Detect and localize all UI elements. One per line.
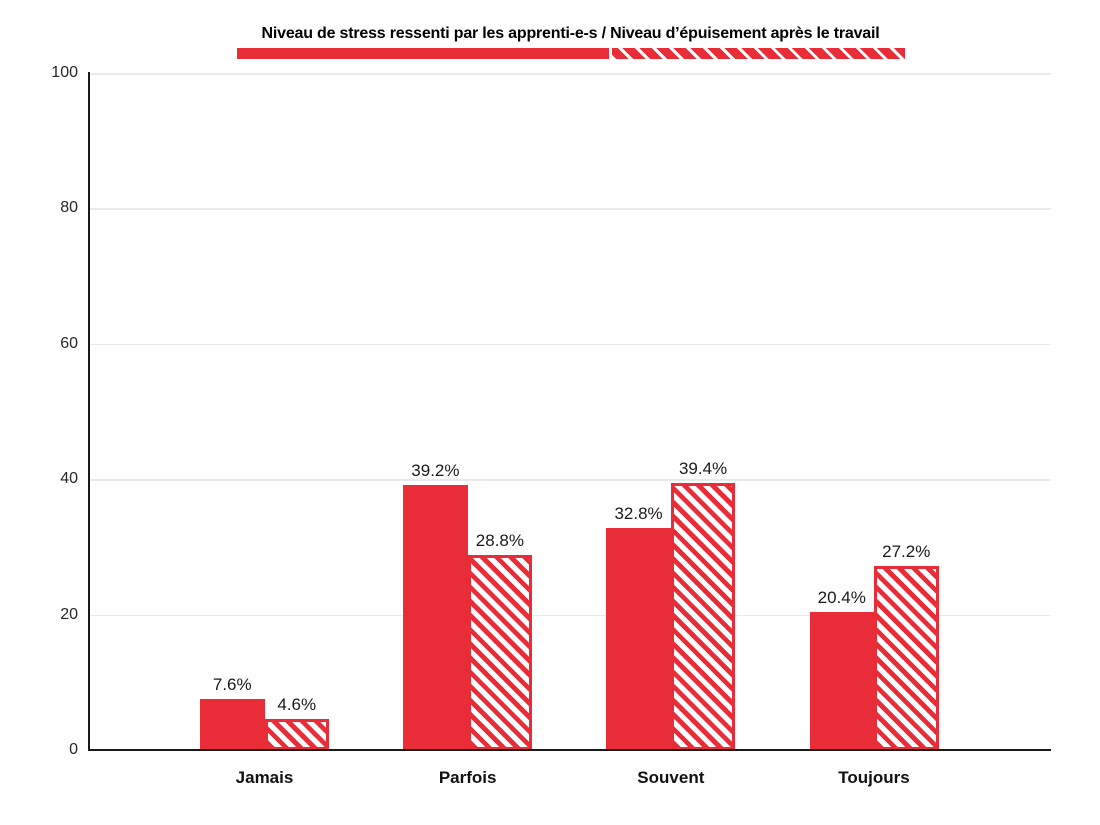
bar-solid-souvent <box>606 527 671 750</box>
y-tick-label-100: 100 <box>51 64 78 81</box>
chart-title: Niveau de stress ressenti par les appren… <box>261 25 880 42</box>
bar-value-label-hatched-toujours: 27.2% <box>882 541 931 561</box>
legend-swatch-hatched-series <box>612 48 905 59</box>
bar-hatched-jamais <box>264 718 329 750</box>
bar-hatched-toujours <box>874 565 939 750</box>
gridline-40 <box>88 479 1051 481</box>
bar-hatched-parfois <box>467 555 533 750</box>
bar-value-label-solid-souvent: 32.8% <box>614 503 663 523</box>
y-tick-label-0: 0 <box>69 741 78 758</box>
bar-value-label-hatched-jamais: 4.6% <box>277 694 317 714</box>
gridline-20 <box>88 614 1051 617</box>
legend-swatch-solid-series <box>237 48 609 59</box>
x-tick-label-jamais: Jamais <box>235 768 294 787</box>
gridline-80 <box>88 208 1051 210</box>
x-tick-label-souvent: Souvent <box>637 768 705 787</box>
bar-solid-toujours <box>809 611 874 750</box>
bar-value-label-solid-toujours: 20.4% <box>817 587 866 607</box>
bar-value-label-solid-parfois: 39.2% <box>411 460 460 480</box>
gridline-100 <box>88 73 1051 75</box>
x-tick-label-parfois: Parfois <box>438 768 497 787</box>
x-axis <box>88 749 1051 751</box>
gridline-60 <box>88 343 1051 346</box>
y-tick-label-40: 40 <box>60 470 78 488</box>
y-tick-label-60: 60 <box>60 334 78 352</box>
x-tick-label-toujours: Toujours <box>838 768 910 787</box>
bar-value-label-hatched-parfois: 28.8% <box>475 531 524 551</box>
y-axis <box>88 72 90 751</box>
bar-solid-parfois <box>403 484 468 750</box>
y-tick-label-20: 20 <box>60 605 78 623</box>
bar-hatched-souvent <box>670 483 736 750</box>
y-tick-label-80: 80 <box>60 199 78 217</box>
bar-solid-jamais <box>200 698 265 750</box>
bar-value-label-hatched-souvent: 39.4% <box>678 459 728 479</box>
bar-value-label-solid-jamais: 7.6% <box>212 674 252 694</box>
